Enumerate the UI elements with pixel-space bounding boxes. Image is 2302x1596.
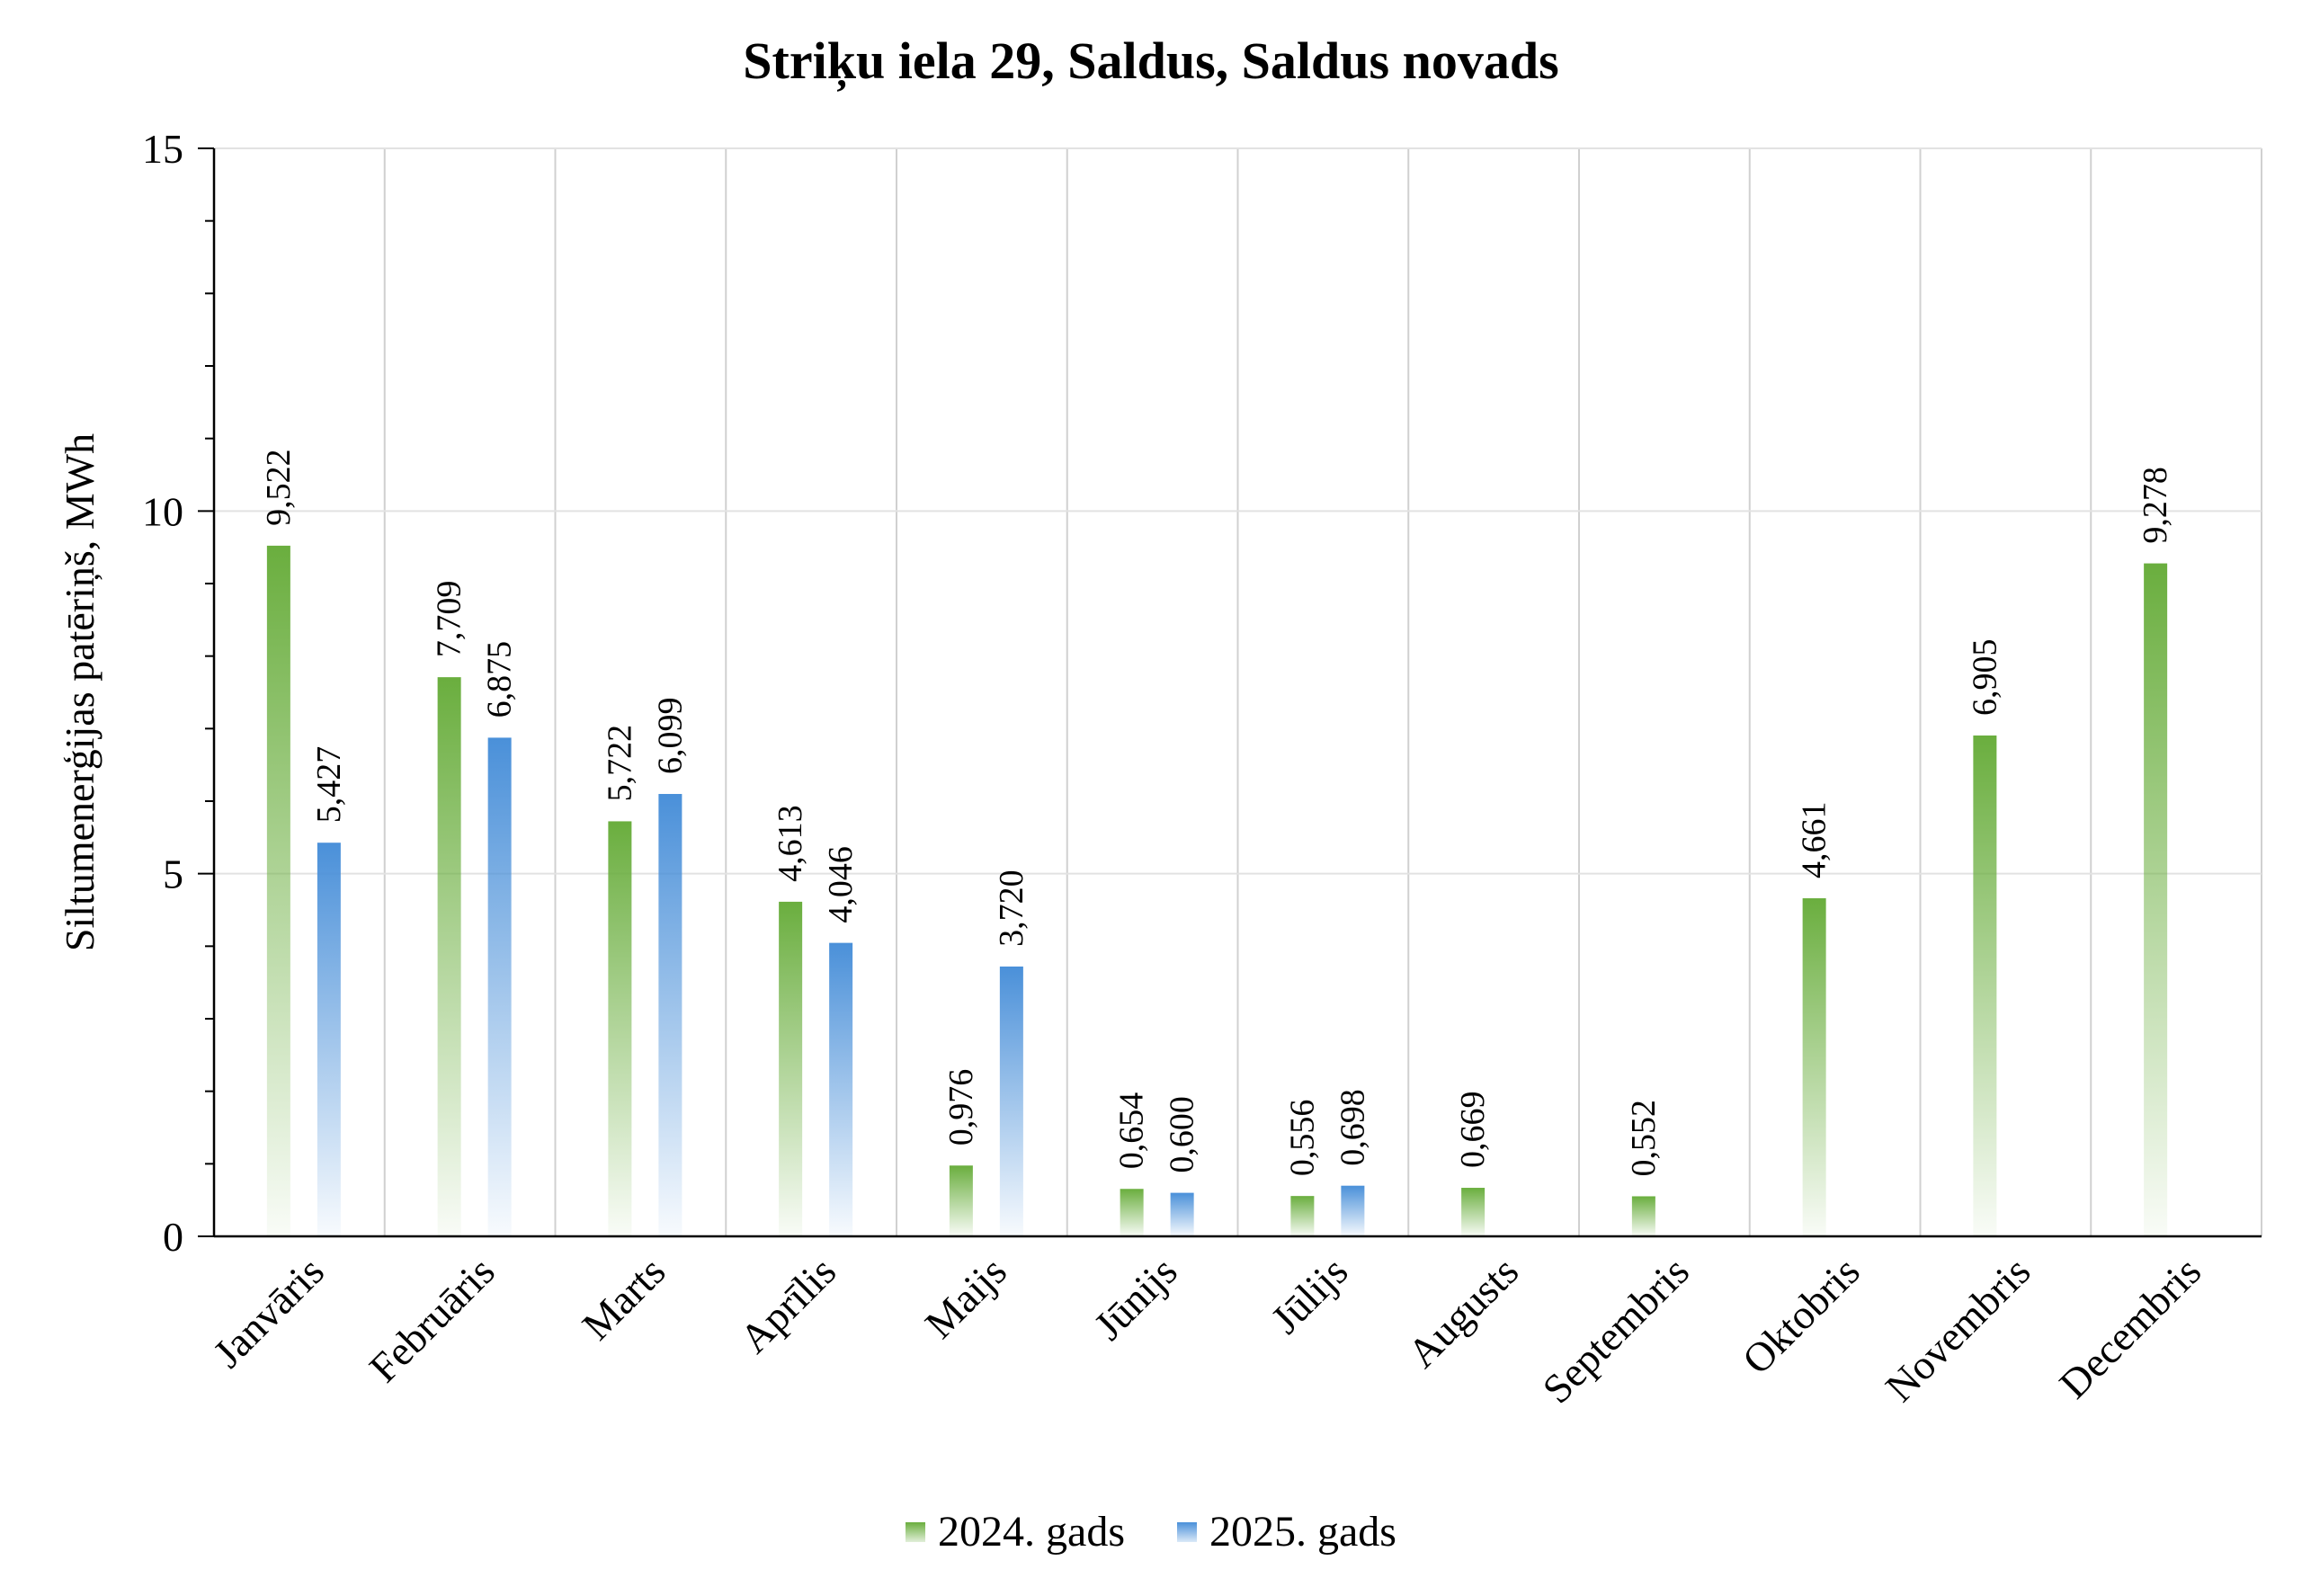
data-label: 4,046 xyxy=(822,846,860,923)
legend-label-2024: 2024. gads xyxy=(938,1508,1125,1556)
bar-2024-4 xyxy=(949,1165,973,1236)
bar-2024-9 xyxy=(1802,898,1826,1236)
data-label: 0,552 xyxy=(1625,1100,1663,1177)
x-tick-label: Jūnijs xyxy=(1085,1248,1186,1349)
legend-item-2024: 2024. gads xyxy=(906,1507,1125,1556)
x-tick-label: Augusts xyxy=(1398,1248,1527,1377)
bar-2024-1 xyxy=(437,677,461,1236)
bar-2024-11 xyxy=(2144,563,2168,1236)
bar-2024-2 xyxy=(608,821,632,1236)
chart-title: Striķu iela 29, Saldus, Saldus novads xyxy=(743,31,1559,90)
legend-swatch-2024 xyxy=(906,1521,926,1542)
data-label: 6,099 xyxy=(651,698,689,775)
data-label: 0,654 xyxy=(1113,1092,1151,1170)
bar-2025-1 xyxy=(487,737,512,1236)
data-label: 0,698 xyxy=(1334,1089,1371,1166)
bar-2024-5 xyxy=(1120,1189,1144,1236)
y-tick-label: 10 xyxy=(142,488,183,534)
data-label: 0,556 xyxy=(1283,1100,1321,1177)
legend: 2024. gads 2025. gads xyxy=(0,1507,2302,1556)
x-tick-label: Aprīlis xyxy=(731,1248,844,1361)
bar-2024-6 xyxy=(1290,1196,1315,1236)
x-tick-label: Oktobris xyxy=(1734,1248,1869,1383)
bar-2024-0 xyxy=(266,545,290,1236)
bar-2025-4 xyxy=(999,966,1023,1236)
y-tick-label: 0 xyxy=(163,1214,183,1260)
x-tick-label: Maijs xyxy=(916,1248,1015,1347)
x-tick-label: Novembris xyxy=(1877,1248,2039,1411)
bar-2024-10 xyxy=(1973,735,1997,1236)
data-label: 0,669 xyxy=(1454,1092,1492,1169)
bar-2025-5 xyxy=(1170,1192,1194,1236)
x-tick-label: Janvāris xyxy=(204,1248,333,1377)
bar-2025-2 xyxy=(658,794,683,1236)
x-tick-label: Septembris xyxy=(1534,1248,1698,1412)
bar-2025-0 xyxy=(317,843,341,1236)
x-tick-label: Jūlijs xyxy=(1263,1248,1357,1342)
data-label: 4,613 xyxy=(772,805,809,882)
data-label: 9,522 xyxy=(260,449,298,526)
data-label: 4,661 xyxy=(1796,802,1834,879)
y-tick-label: 15 xyxy=(142,126,183,172)
x-tick-label: Marts xyxy=(573,1248,674,1349)
legend-label-2025: 2025. gads xyxy=(1209,1508,1396,1556)
x-tick-label: Februāris xyxy=(361,1248,504,1391)
data-label: 0,976 xyxy=(942,1069,980,1146)
data-label: 5,722 xyxy=(601,725,638,802)
legend-swatch-2025 xyxy=(1177,1521,1197,1542)
bars xyxy=(266,545,2168,1236)
y-axis-label: Siltumenerģijas patēriņš, MWh xyxy=(57,433,103,951)
y-tick-label: 5 xyxy=(163,851,183,897)
x-tick-label: Decembris xyxy=(2050,1248,2209,1407)
data-label: 6,875 xyxy=(481,641,519,718)
gridlines xyxy=(214,147,2262,1236)
data-label: 6,905 xyxy=(1966,638,2003,716)
data-label: 0,600 xyxy=(1164,1096,1201,1173)
data-label: 7,709 xyxy=(431,581,468,658)
data-label: 3,720 xyxy=(993,869,1031,947)
bar-2025-6 xyxy=(1341,1185,1365,1236)
bar-2024-8 xyxy=(1631,1196,1655,1236)
bar-2024-3 xyxy=(779,901,803,1236)
bar-2025-3 xyxy=(829,942,853,1236)
data-label: 5,427 xyxy=(310,746,348,824)
data-label: 9,278 xyxy=(2137,467,2174,544)
legend-item-2025: 2025. gads xyxy=(1177,1507,1396,1556)
data-labels: 9,522 5,427 7,709 6,875 5,722 6,099 4,613 4,046… xyxy=(260,449,2174,1176)
bar-2024-7 xyxy=(1461,1188,1486,1236)
